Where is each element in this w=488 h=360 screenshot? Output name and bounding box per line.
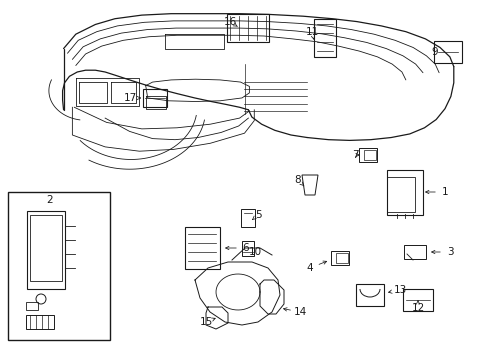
Bar [330,251,348,265]
Text: 1: 1 [441,187,447,197]
Text: 5: 5 [254,210,261,220]
Bar [242,240,253,256]
Text: 3: 3 [446,247,452,257]
Bar [386,170,422,215]
Bar [30,215,62,281]
Text: 4: 4 [306,263,313,273]
Bar [142,89,167,107]
Bar [355,284,383,306]
Bar [363,150,375,160]
Text: 14: 14 [293,307,306,317]
Text: 12: 12 [410,303,424,313]
Text: 8: 8 [294,175,301,185]
Text: 10: 10 [248,247,261,257]
Text: 13: 13 [392,285,406,295]
Bar [402,289,432,311]
Bar [27,211,65,289]
Bar [358,148,376,162]
Bar [386,176,414,211]
Bar [26,302,38,310]
Bar [335,253,347,263]
Bar [403,245,425,259]
Bar [241,209,254,227]
Bar [184,227,219,269]
Bar [226,14,268,42]
Bar [8,192,110,340]
Text: 7: 7 [351,150,358,160]
Bar [433,41,461,63]
Text: 9: 9 [431,47,437,57]
Text: 17: 17 [123,93,136,103]
Bar [26,315,54,329]
Text: 16: 16 [223,17,236,27]
Text: 6: 6 [242,243,249,253]
Text: 2: 2 [46,195,53,205]
Text: 11: 11 [305,27,318,37]
Bar [313,19,335,57]
Text: 15: 15 [199,317,212,327]
